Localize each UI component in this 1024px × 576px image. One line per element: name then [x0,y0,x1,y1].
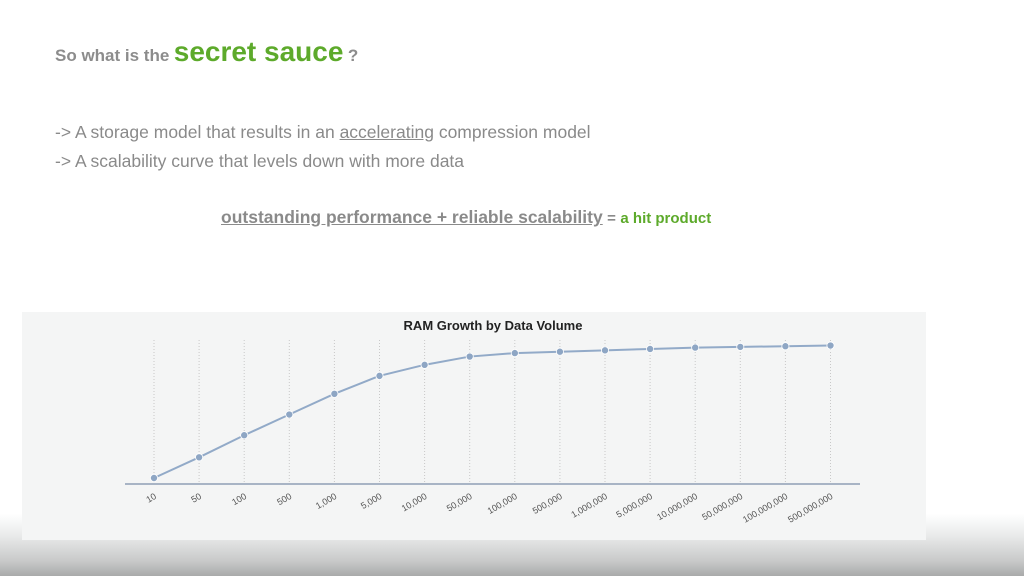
x-tick-label-8: 100,000 [486,491,519,516]
bullet-1-text-after: compression model [438,122,591,142]
x-tick-label-5: 5,000 [359,491,384,511]
bullet-1-text-before: -> A storage model that results in an [55,122,335,142]
data-point-11 [646,344,655,353]
equation-equals: = [607,210,616,227]
bullet-storage-model: -> A storage model that results in an ac… [55,122,591,143]
bullet-scalability-curve: -> A scalability curve that levels down … [55,151,464,172]
equation-line: outstanding performance + reliable scala… [221,207,711,228]
x-tick-label-6: 10,000 [400,491,429,513]
chart-panel: RAM Growth by Data Volume 10 50 100 500 1,00… [22,312,926,540]
data-point-2 [240,431,249,440]
series-line [153,344,831,479]
headline-suffix: ? [347,46,359,65]
ram-growth-chart: RAM Growth by Data Volume 10 50 100 500 1,00… [125,318,860,525]
data-point-15 [826,341,835,350]
equation-result: a hit product [620,210,712,227]
data-point-7 [465,352,474,361]
data-point-5 [375,371,384,380]
data-point-12 [691,343,700,352]
x-tick-label-11: 5,000,000 [614,491,654,520]
headline-accent: secret sauce [173,36,344,67]
data-point-9 [555,347,564,356]
x-tick-label-0: 10 [144,491,158,505]
data-point-0 [149,473,158,482]
data-point-14 [781,342,790,351]
x-tick-label-10: 1,000,000 [569,491,609,520]
chart-title: RAM Growth by Data Volume [404,318,583,333]
data-point-1 [195,453,204,462]
x-tick-label-15: 500,000,000 [786,491,834,525]
x-tick-label-12: 10,000,000 [655,491,699,522]
x-tick-label-1: 50 [189,491,203,505]
bullet-1-underlined: accelerating [339,122,434,142]
data-point-3 [285,410,294,419]
x-tick-label-13: 50,000,000 [700,491,744,522]
data-point-8 [510,349,519,358]
equation-terms: outstanding performance + reliable scala… [221,207,603,227]
data-point-6 [420,360,429,369]
bullet-2-text: -> A scalability curve that levels down … [55,151,465,171]
x-tick-label-14: 100,000,000 [741,491,789,525]
x-tick-label-4: 1,000 [314,491,339,511]
x-tick-label-2: 100 [230,491,248,507]
x-tick-label-7: 50,000 [445,491,474,513]
x-tick-label-9: 500,000 [531,491,564,516]
slide-headline: So what is the secret sauce ? [55,36,358,68]
x-tick-label-3: 500 [275,491,293,507]
headline-prefix: So what is the [55,46,170,65]
data-point-13 [736,342,745,351]
data-point-4 [330,389,339,398]
data-point-10 [601,346,610,355]
